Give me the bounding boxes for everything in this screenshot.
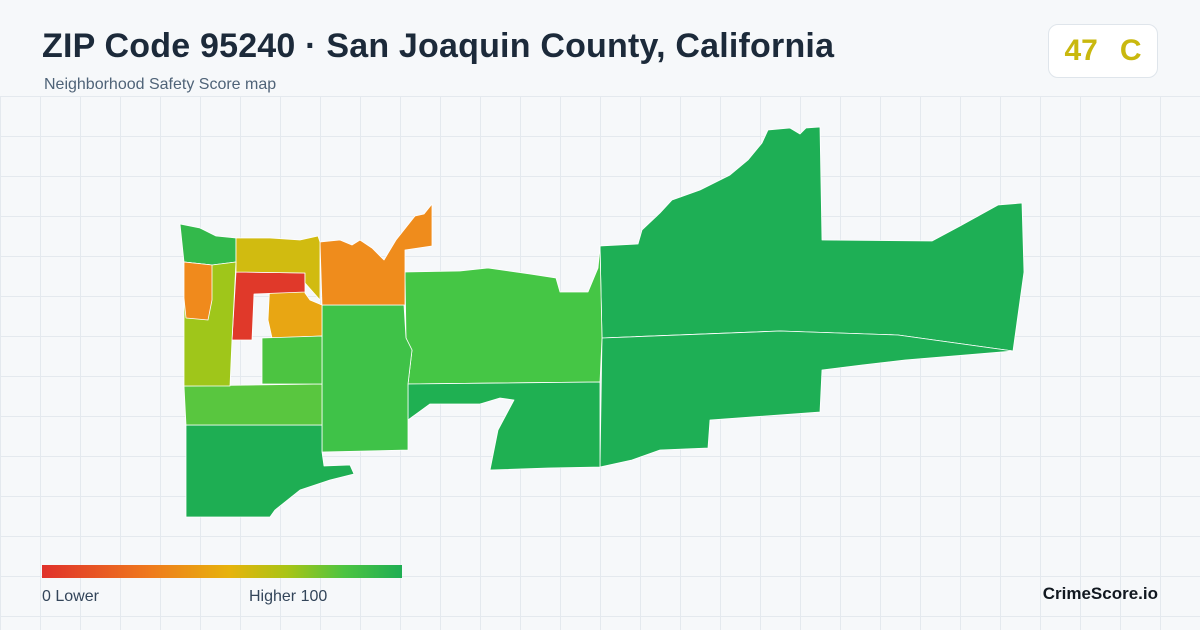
map-region-north-orange[interactable]: [319, 203, 433, 306]
map-region-yellow-block[interactable]: [235, 235, 321, 301]
map-region-far-east-south[interactable]: [599, 330, 1014, 468]
map-region-west-green-top[interactable]: [179, 223, 237, 266]
brand-logo-text[interactable]: CrimeScore.io: [1042, 584, 1158, 603]
safety-score-legend-gradient: [42, 565, 402, 578]
map-region-east-central-north[interactable]: [404, 245, 603, 385]
page-title: ZIP Code 95240 · San Joaquin County, Cal…: [42, 27, 835, 65]
map-region-orange-west[interactable]: [183, 261, 213, 321]
map-region-south-west-strip[interactable]: [183, 383, 323, 426]
map-region-mid-green[interactable]: [261, 335, 323, 385]
legend-min-label: 0 Lower: [42, 588, 99, 605]
legend-max-label: Higher 100: [249, 588, 328, 605]
safety-grade-badge: 47 C: [1048, 24, 1158, 78]
safety-score-value: 47: [1064, 34, 1098, 67]
page-subtitle: Neighborhood Safety Score map: [44, 76, 277, 93]
safety-grade-letter: C: [1119, 34, 1142, 67]
map-region-east-central-south[interactable]: [407, 381, 601, 471]
map-region-south-west[interactable]: [185, 424, 355, 518]
map-region-central-south[interactable]: [321, 304, 413, 453]
map-region-far-east-north[interactable]: [599, 126, 1025, 352]
